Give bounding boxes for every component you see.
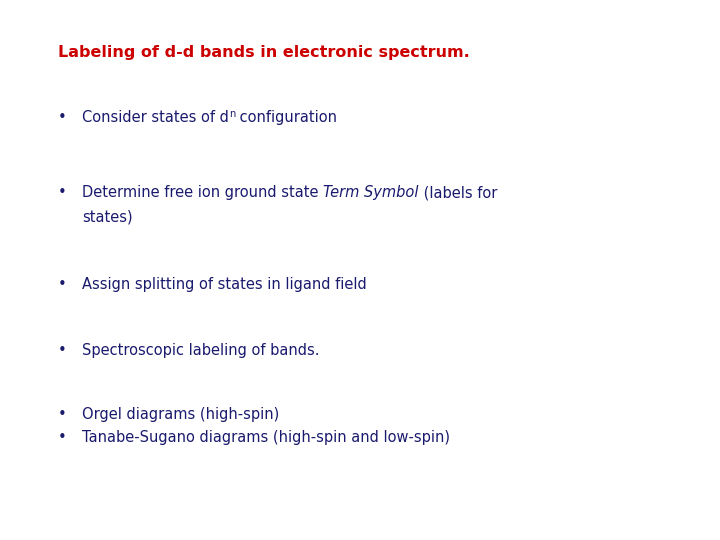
Text: n: n [229,109,235,119]
Text: Tanabe-Sugano diagrams (high-spin and low-spin): Tanabe-Sugano diagrams (high-spin and lo… [82,430,450,445]
Text: Determine free ion ground state: Determine free ion ground state [82,185,323,200]
Text: •: • [58,407,67,422]
Text: •: • [58,430,67,445]
Text: Term Symbol: Term Symbol [323,185,418,200]
Text: (labels for: (labels for [418,185,497,200]
Text: Spectroscopic labeling of bands.: Spectroscopic labeling of bands. [82,343,320,358]
Text: •: • [58,110,67,125]
Text: Assign splitting of states in ligand field: Assign splitting of states in ligand fie… [82,277,366,292]
Text: •: • [58,277,67,292]
Text: states): states) [82,210,132,225]
Text: •: • [58,185,67,200]
Text: •: • [58,343,67,358]
Text: configuration: configuration [235,110,337,125]
Text: Labeling of d-d bands in electronic spectrum.: Labeling of d-d bands in electronic spec… [58,45,469,60]
Text: Consider states of d: Consider states of d [82,110,229,125]
Text: Orgel diagrams (high-spin): Orgel diagrams (high-spin) [82,407,279,422]
